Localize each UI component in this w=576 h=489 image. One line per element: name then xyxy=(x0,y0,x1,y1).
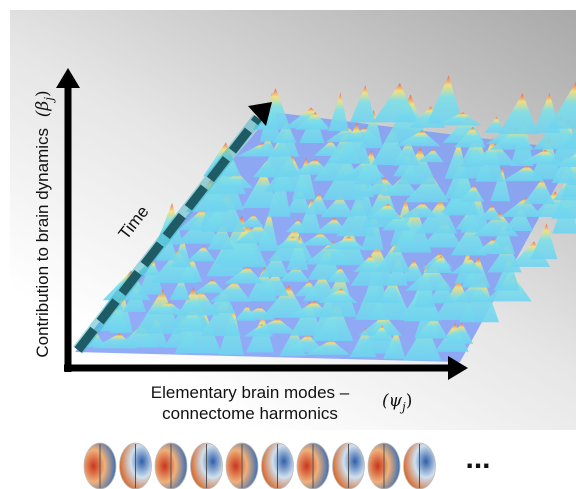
page: Contribution to brain dynamics (βj) Time… xyxy=(0,0,576,489)
x-symbol-open: (ψ xyxy=(382,391,403,411)
x-symbol: (ψj) xyxy=(382,391,412,414)
y-symbol-close: ) xyxy=(33,90,53,97)
x-symbol-close: ) xyxy=(406,391,413,411)
figure: Contribution to brain dynamics (βj) Time… xyxy=(0,0,576,489)
more-modes: ... xyxy=(465,442,490,475)
x-label-line: connectome harmonics xyxy=(162,404,338,423)
y-label-text: Contribution to brain dynamics xyxy=(33,128,52,358)
x-label-line: Elementary brain modes – xyxy=(151,383,350,402)
brain-modes xyxy=(84,443,436,489)
y-symbol: (β xyxy=(33,101,53,118)
